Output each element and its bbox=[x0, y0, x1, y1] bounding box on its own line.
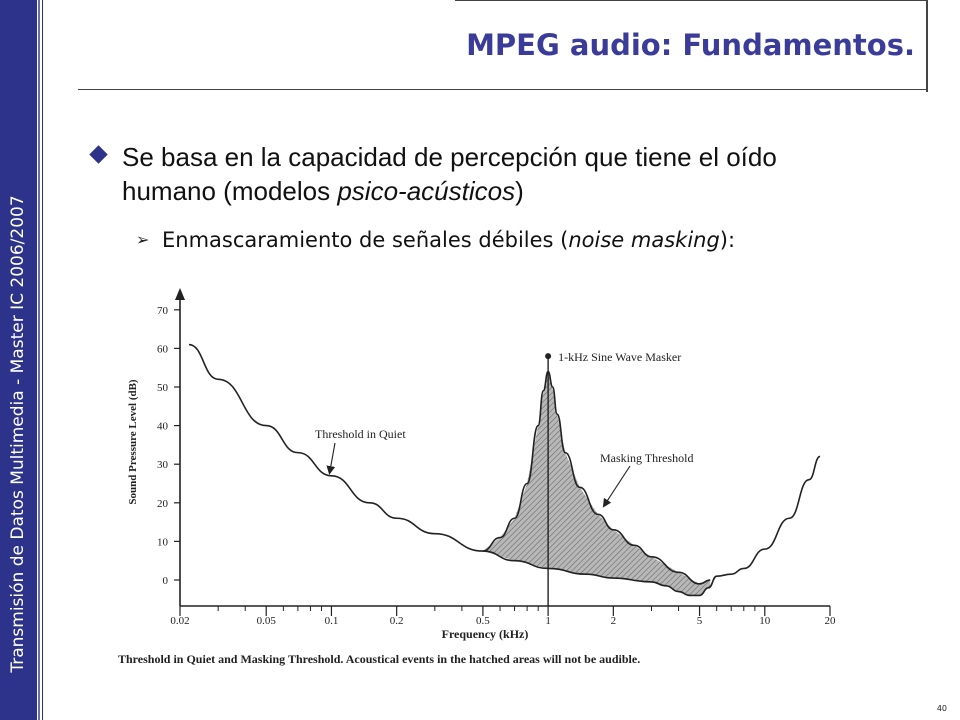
threshold-in-quiet-line bbox=[188, 343, 821, 597]
y-tick-label: 50 bbox=[157, 382, 169, 394]
masker-dot bbox=[545, 353, 552, 360]
title-frame-right bbox=[926, 0, 928, 92]
x-tick-label: 1 bbox=[545, 615, 551, 627]
sidebar-divider bbox=[38, 0, 40, 720]
masking-figure: 0 10 20 30 40 50 60 70 0.02 0.05 0.1 0.2 0.5 1 2 5 10 20 F… bbox=[110, 280, 850, 670]
bullet-masking-emphasis: noise masking bbox=[568, 228, 720, 252]
threshold-in-quiet-arrow bbox=[326, 442, 336, 475]
x-tick-label: 0.02 bbox=[170, 615, 189, 627]
bullet-perception: Se basa en la capacidad de percepción qu… bbox=[89, 140, 872, 208]
y-axis-arrow bbox=[175, 288, 185, 300]
x-tick-label: 20 bbox=[825, 615, 837, 627]
sidebar-band bbox=[0, 0, 37, 720]
title-frame-top bbox=[455, 0, 928, 1]
title-underline bbox=[78, 89, 928, 90]
masking-threshold-line bbox=[482, 370, 711, 585]
arrowhead-bullet-icon: ➢ bbox=[136, 230, 150, 249]
x-tick-label: 5 bbox=[697, 615, 703, 627]
masking-threshold-chart: 0 10 20 30 40 50 60 70 0.02 0.05 0.1 0.2 0.5 1 2 5 10 20 F… bbox=[118, 288, 837, 666]
sidebar-course-title: Transmisión de Datos Multimedia - Master… bbox=[8, 195, 28, 673]
diamond-bullet-icon bbox=[89, 145, 108, 164]
y-tick-label: 30 bbox=[157, 459, 169, 471]
masking-threshold-label: Masking Threshold bbox=[600, 451, 693, 465]
x-tick-label: 0.05 bbox=[257, 615, 277, 627]
slide-title: MPEG audio: Fundamentos. bbox=[466, 28, 915, 62]
y-tick-label: 60 bbox=[157, 343, 169, 355]
figure-caption: Threshold in Quiet and Masking Threshold… bbox=[118, 652, 640, 666]
y-tick-label: 10 bbox=[157, 536, 169, 548]
y-tick-label: 70 bbox=[157, 305, 169, 317]
bullet-masking-post: ): bbox=[719, 228, 736, 252]
x-tick-label: 0.2 bbox=[390, 615, 404, 627]
bullet-masking-pre: Enmascaramiento de señales débiles ( bbox=[162, 228, 569, 252]
sidebar-caption: Transmisión de Datos Multimedia - Master… bbox=[0, 0, 37, 720]
hatched-masked-area bbox=[482, 374, 711, 596]
bullet-perception-post: ) bbox=[515, 176, 524, 206]
x-tick-label: 2 bbox=[611, 615, 617, 627]
bullet-perception-pre: Se basa en la capacidad de percepción qu… bbox=[122, 142, 777, 206]
y-tick-label: 20 bbox=[157, 498, 169, 510]
threshold-in-quiet-label: Threshold in Quiet bbox=[315, 427, 406, 441]
bullet-perception-emphasis: psico-acústicos bbox=[337, 176, 516, 206]
bullet-masking-text: Enmascaramiento de señales débiles (nois… bbox=[162, 226, 896, 254]
bullet-masking: ➢ Enmascaramiento de señales débiles (no… bbox=[136, 226, 896, 254]
y-tick-label: 0 bbox=[163, 575, 169, 587]
x-tick-label: 10 bbox=[759, 615, 771, 627]
page-number: 40 bbox=[936, 704, 947, 713]
x-tick-label: 0.5 bbox=[476, 615, 490, 627]
masking-threshold-arrow bbox=[602, 465, 631, 508]
y-axis-label: Sound Pressure Level (dB) bbox=[127, 379, 139, 505]
sidebar-divider-outer bbox=[42, 0, 43, 720]
bullet-perception-text: Se basa en la capacidad de percepción qu… bbox=[122, 140, 872, 208]
x-tick-label: 0.1 bbox=[325, 615, 339, 627]
masker-label: 1-kHz Sine Wave Masker bbox=[558, 350, 681, 364]
x-axis-label: Frequency (kHz) bbox=[442, 627, 529, 641]
y-tick-label: 40 bbox=[157, 421, 169, 433]
